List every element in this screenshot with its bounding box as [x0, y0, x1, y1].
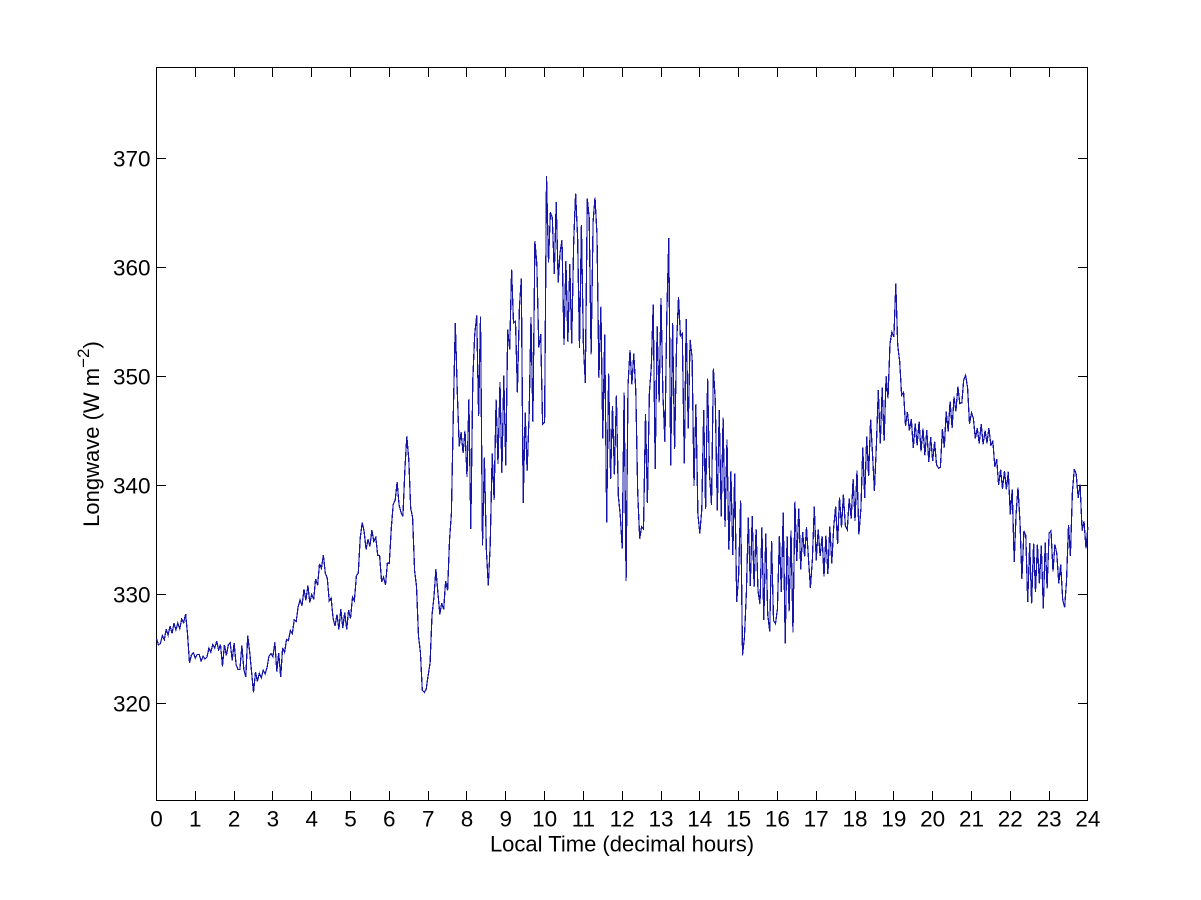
svg-text:15: 15: [726, 806, 751, 831]
svg-text:17: 17: [804, 806, 829, 831]
svg-text:19: 19: [881, 806, 906, 831]
svg-text:320: 320: [113, 691, 151, 716]
svg-text:7: 7: [422, 806, 435, 831]
svg-text:3: 3: [267, 806, 280, 831]
svg-text:370: 370: [113, 146, 151, 171]
svg-text:21: 21: [959, 806, 984, 831]
svg-text:14: 14: [687, 806, 712, 831]
svg-text:16: 16: [765, 806, 790, 831]
svg-text:18: 18: [842, 806, 867, 831]
svg-text:360: 360: [113, 255, 151, 280]
svg-text:2: 2: [228, 806, 241, 831]
svg-text:Local Time (decimal hours): Local Time (decimal hours): [490, 832, 754, 857]
svg-text:10: 10: [532, 806, 557, 831]
svg-text:23: 23: [1037, 806, 1062, 831]
svg-text:22: 22: [998, 806, 1023, 831]
svg-text:12: 12: [610, 806, 635, 831]
svg-text:Longwave (W m−2): Longwave (W m−2): [74, 341, 104, 527]
svg-text:4: 4: [305, 806, 318, 831]
svg-text:1: 1: [189, 806, 202, 831]
svg-text:6: 6: [383, 806, 396, 831]
svg-text:20: 20: [920, 806, 945, 831]
svg-text:340: 340: [113, 473, 151, 498]
svg-text:11: 11: [572, 806, 595, 831]
svg-text:350: 350: [113, 364, 151, 389]
svg-text:8: 8: [461, 806, 474, 831]
svg-text:9: 9: [500, 806, 513, 831]
svg-text:330: 330: [113, 582, 151, 607]
svg-text:24: 24: [1075, 806, 1100, 831]
svg-text:5: 5: [344, 806, 357, 831]
svg-text:0: 0: [150, 806, 163, 831]
svg-text:13: 13: [648, 806, 673, 831]
